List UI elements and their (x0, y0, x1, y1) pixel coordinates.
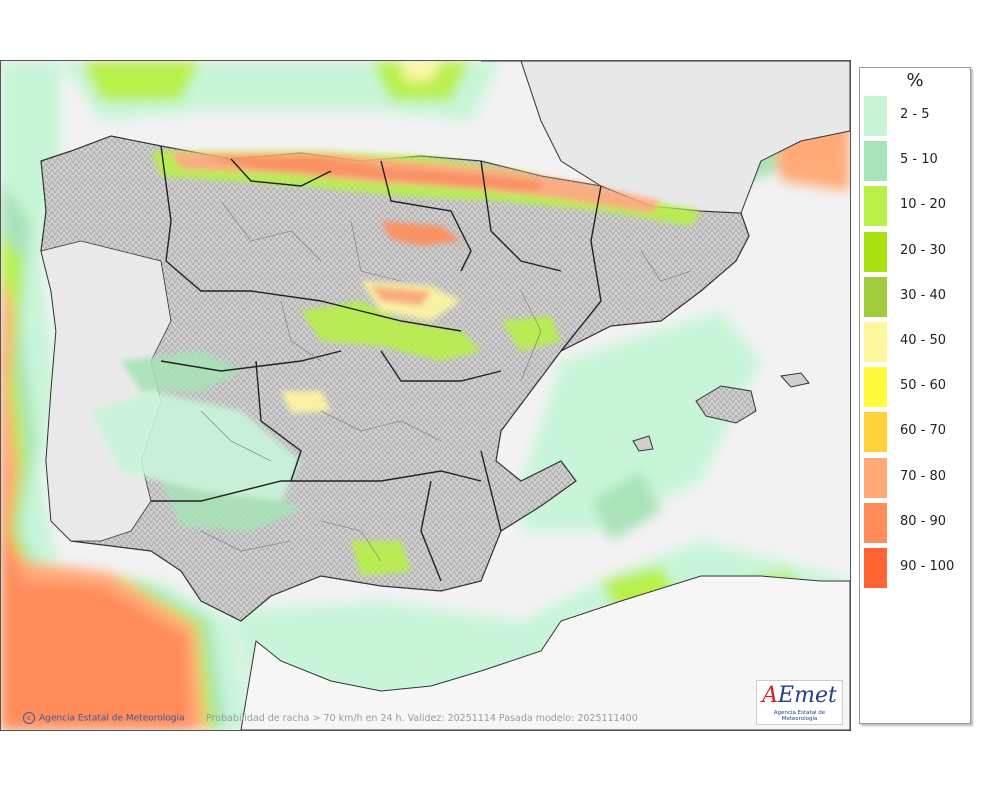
legend-item: 90 - 100 (864, 548, 970, 588)
legend-item: 50 - 60 (864, 367, 970, 408)
north-africa (240, 575, 850, 730)
legend-swatch (864, 276, 887, 317)
legend-swatch (864, 96, 887, 136)
logo-wordmark-prefix: A (762, 683, 779, 708)
legend-unit: % (906, 70, 924, 91)
legend-swatch (864, 186, 887, 227)
legend-item: 70 - 80 (864, 457, 970, 498)
legend-item: 60 - 70 (864, 412, 970, 453)
legend-item: 80 - 90 (864, 502, 970, 543)
legend-item: 30 - 40 (864, 276, 970, 317)
legend-swatch (864, 548, 887, 588)
credit-text: Agencia Estatal de Meteorologia (39, 713, 185, 724)
legend-label: 90 - 100 (900, 559, 955, 574)
province-borders (200, 200, 692, 562)
forecast-map: c Agencia Estatal de Meteorologia Probabi… (0, 60, 851, 731)
legend-swatch (864, 231, 887, 272)
region-borders (151, 145, 602, 582)
legend-swatch (864, 502, 887, 543)
legend-item: 10 - 20 (864, 186, 970, 227)
legend: % 2 - 5 5 - 10 10 - 20 20 - 30 30 - 40 40 - 5… (859, 67, 971, 724)
legend-swatch (864, 141, 887, 182)
legend-label: 60 - 70 (900, 423, 947, 439)
legend-label: 50 - 60 (900, 378, 947, 394)
legend-label: 70 - 80 (900, 468, 947, 484)
legend-label: 10 - 20 (900, 197, 947, 213)
aemet-logo: AEmet Agencia Estatal de Meteorología (756, 680, 843, 725)
legend-item: 20 - 30 (864, 231, 970, 272)
ibiza (632, 435, 654, 452)
logo-wordmark-rest: Emet (778, 683, 837, 708)
map-canvas (1, 61, 850, 730)
legend-label: 40 - 50 (900, 333, 947, 348)
legend-item: 2 - 5 (864, 96, 970, 136)
logo-wordmark: AEmet (757, 683, 842, 709)
legend-label: 30 - 40 (900, 287, 947, 303)
land-probability-field (91, 151, 701, 576)
aemet-credit: c Agencia Estatal de Meteorologia (23, 712, 185, 724)
legend-label: 5 - 10 (900, 152, 938, 168)
legend-label: 2 - 5 (900, 107, 930, 122)
legend-swatch (864, 412, 887, 453)
map-caption: Probabilidad de racha > 70 km/h en 24 h.… (206, 713, 638, 724)
legend-item: 5 - 10 (864, 141, 970, 182)
mallorca (695, 385, 757, 424)
legend-label: 20 - 30 (900, 242, 947, 258)
legend-swatch (864, 457, 887, 498)
copyright-icon: c (23, 712, 35, 724)
legend-label: 80 - 90 (900, 513, 947, 529)
legend-swatch (864, 322, 887, 362)
legend-item: 40 - 50 (864, 322, 970, 362)
menorca (780, 372, 810, 388)
legend-swatch (864, 367, 887, 408)
logo-subtitle: Agencia Estatal de Meteorología (773, 710, 826, 722)
